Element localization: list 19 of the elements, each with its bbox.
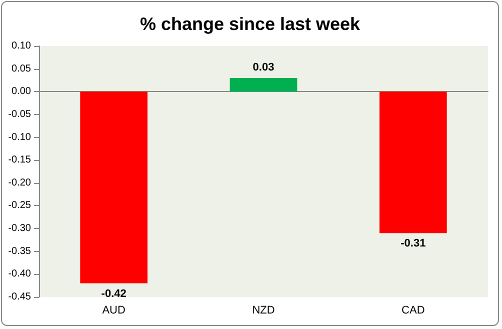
x-tick-label: CAD: [402, 304, 425, 316]
y-tick-label: 0.10: [12, 40, 32, 52]
y-tick-label: -0.15: [8, 154, 32, 166]
y-tick-label: -0.35: [8, 246, 32, 257]
y-tick-label: -0.05: [8, 108, 32, 120]
y-tick-label: 0.00: [12, 86, 32, 98]
data-label: -0.42: [101, 288, 126, 300]
y-tick-label: -0.10: [8, 132, 32, 143]
data-label: -0.31: [400, 238, 426, 250]
y-tick-label: -0.20: [8, 177, 32, 188]
y-tick-label: 0.05: [12, 63, 32, 74]
x-tick-label: AUD: [102, 304, 126, 316]
y-tick-label: -0.30: [8, 223, 32, 234]
y-tick-label: -0.45: [8, 292, 32, 302]
x-tick-label: NZD: [252, 304, 275, 316]
chart-title: % change since last week: [140, 14, 362, 34]
y-tick-label: -0.25: [8, 200, 32, 212]
data-label: 0.03: [252, 61, 274, 74]
y-tick-label: -0.40: [8, 268, 32, 280]
